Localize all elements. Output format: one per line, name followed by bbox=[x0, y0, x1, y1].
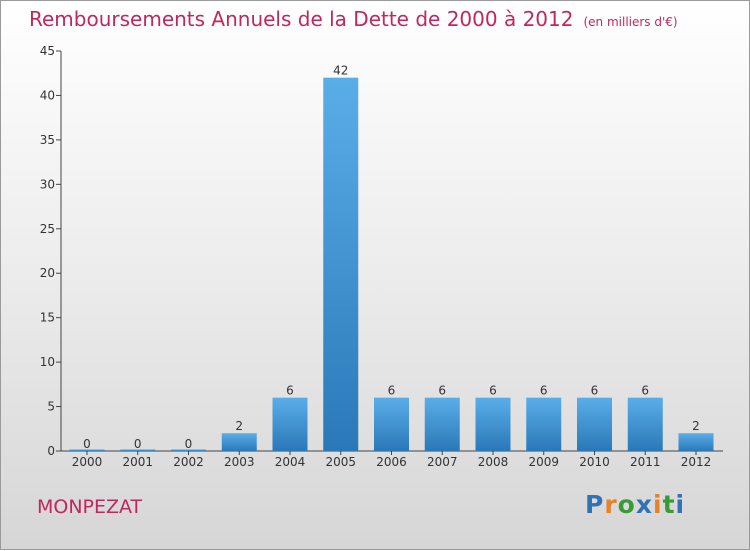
bar-value-label: 0 bbox=[134, 437, 142, 451]
bar-value-label: 2 bbox=[692, 419, 700, 433]
y-tick-label: 0 bbox=[47, 444, 55, 458]
y-tick-label: 15 bbox=[40, 311, 55, 325]
y-tick-label: 35 bbox=[40, 133, 55, 147]
bar bbox=[221, 433, 257, 451]
bar bbox=[577, 397, 612, 451]
y-tick-label: 5 bbox=[47, 400, 55, 414]
bar bbox=[120, 449, 156, 451]
x-tick-label: 2010 bbox=[579, 455, 610, 469]
x-tick-label: 2000 bbox=[72, 455, 103, 469]
bar-value-label: 6 bbox=[286, 384, 294, 398]
x-tick-label: 2008 bbox=[478, 455, 509, 469]
bar-value-label: 0 bbox=[185, 437, 193, 451]
bar-value-label: 2 bbox=[235, 419, 243, 433]
x-tick-label: 2009 bbox=[528, 455, 559, 469]
chart-title-text: Remboursements Annuels de la Dette de 20… bbox=[29, 7, 574, 31]
bar-value-label: 6 bbox=[388, 384, 396, 398]
bar-value-label: 6 bbox=[540, 384, 548, 398]
y-tick-label: 20 bbox=[40, 266, 55, 280]
logo-letter: i bbox=[675, 490, 686, 519]
logo-letter: x bbox=[635, 490, 653, 519]
bar-value-label: 6 bbox=[489, 384, 497, 398]
logo-letter: o bbox=[617, 490, 636, 519]
commune-name: MONPEZAT bbox=[37, 496, 143, 518]
unit-label: (en milliers d'€) bbox=[583, 15, 678, 29]
logo-letter: i bbox=[653, 490, 663, 519]
x-tick-label: 2012 bbox=[681, 455, 712, 469]
logo-letter: P bbox=[585, 490, 605, 519]
bar-value-label: 6 bbox=[438, 384, 446, 398]
bar bbox=[475, 397, 511, 451]
x-tick-label: 2001 bbox=[122, 455, 153, 469]
proxiti-logo: Proxiti bbox=[585, 490, 685, 519]
bar bbox=[171, 449, 206, 451]
bar bbox=[374, 397, 409, 451]
x-tick-label: 2011 bbox=[630, 455, 661, 469]
bar-value-label: 6 bbox=[641, 384, 649, 398]
bar bbox=[678, 433, 714, 451]
logo-letter: r bbox=[604, 490, 618, 519]
logo-letter: t bbox=[662, 490, 676, 519]
x-tick-label: 2007 bbox=[427, 455, 458, 469]
bar-value-label: 0 bbox=[83, 437, 91, 451]
y-tick-label: 10 bbox=[40, 355, 55, 369]
bar bbox=[526, 397, 562, 451]
bar bbox=[424, 397, 460, 451]
bar bbox=[69, 449, 105, 451]
bar-value-label: 6 bbox=[591, 384, 599, 398]
y-tick-label: 30 bbox=[40, 177, 55, 191]
x-tick-label: 2003 bbox=[224, 455, 255, 469]
x-tick-label: 2006 bbox=[376, 455, 407, 469]
y-tick-label: 45 bbox=[40, 44, 55, 58]
x-tick-label: 2002 bbox=[173, 455, 204, 469]
y-tick-label: 25 bbox=[40, 222, 55, 236]
y-tick-label: 40 bbox=[40, 88, 55, 102]
bar bbox=[323, 77, 359, 452]
bar-value-label: 42 bbox=[333, 64, 348, 78]
x-tick-label: 2004 bbox=[275, 455, 306, 469]
chart-title: Remboursements Annuels de la Dette de 20… bbox=[29, 7, 678, 31]
x-tick-label: 2005 bbox=[325, 455, 356, 469]
bar bbox=[272, 397, 308, 451]
bar bbox=[627, 397, 663, 451]
